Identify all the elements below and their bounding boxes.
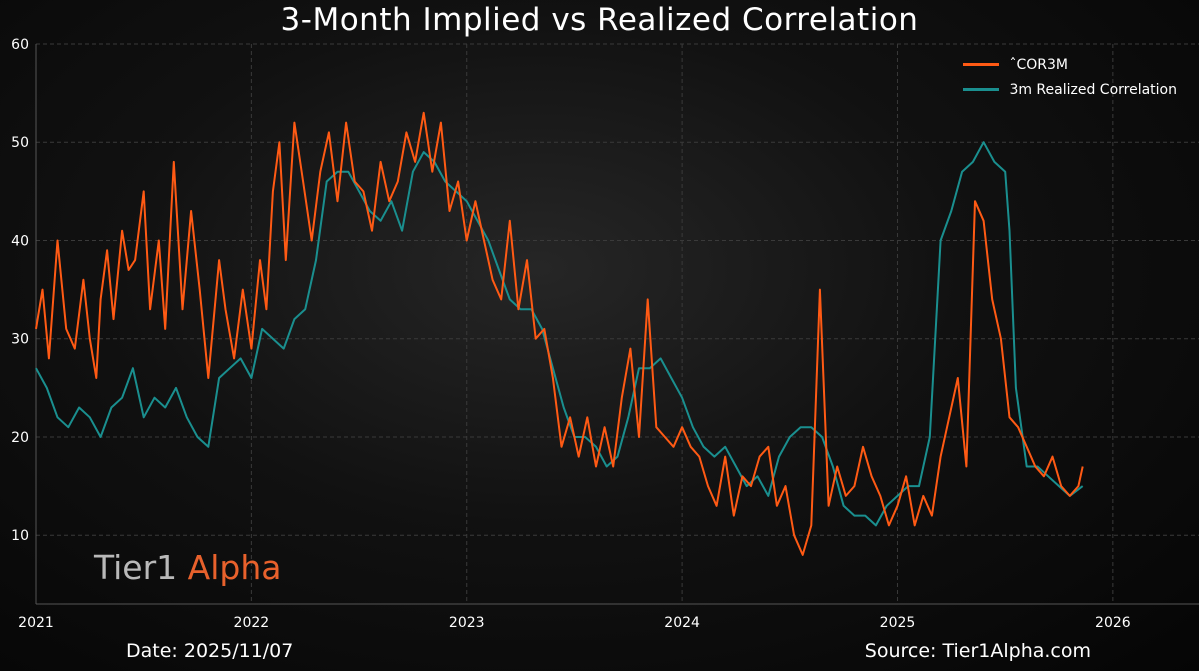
legend-label-implied: ˆCOR3M: [1009, 56, 1068, 73]
x-tick-label: 2023: [449, 615, 485, 631]
x-tick-label: 2025: [880, 615, 916, 631]
y-tick-label: 60: [11, 37, 29, 53]
date-label: Date: 2025/11/07: [126, 640, 294, 662]
legend-item-implied[interactable]: ˆCOR3M: [963, 52, 1177, 77]
x-tick-label: 2026: [1095, 615, 1131, 631]
y-tick-label: 50: [11, 135, 29, 151]
legend-swatch-realized: [963, 88, 1000, 91]
y-tick-label: 40: [11, 233, 29, 249]
brand-logo: Tier1 Alpha: [94, 548, 282, 587]
legend-item-realized[interactable]: 3m Realized Correlation: [963, 77, 1177, 102]
y-tick-label: 30: [11, 332, 29, 348]
x-tick-label: 2024: [664, 615, 700, 631]
chart-title: 3-Month Implied vs Realized Correlation: [280, 2, 919, 38]
legend: ˆCOR3M 3m Realized Correlation: [963, 52, 1177, 102]
source-label: Source: Tier1Alpha.com: [864, 640, 1091, 662]
series-line-realized: [35, 141, 1084, 527]
x-tick-label: 2021: [18, 615, 54, 631]
logo-text-accent: Alpha: [177, 548, 282, 587]
legend-label-realized: 3m Realized Correlation: [1009, 81, 1177, 98]
legend-swatch-implied: [963, 63, 1000, 66]
y-tick-label: 10: [11, 528, 29, 544]
logo-text-primary: Tier1: [94, 548, 178, 587]
series-line-implied: [35, 111, 1084, 556]
x-tick-label: 2022: [234, 615, 270, 631]
y-tick-label: 20: [11, 430, 29, 446]
